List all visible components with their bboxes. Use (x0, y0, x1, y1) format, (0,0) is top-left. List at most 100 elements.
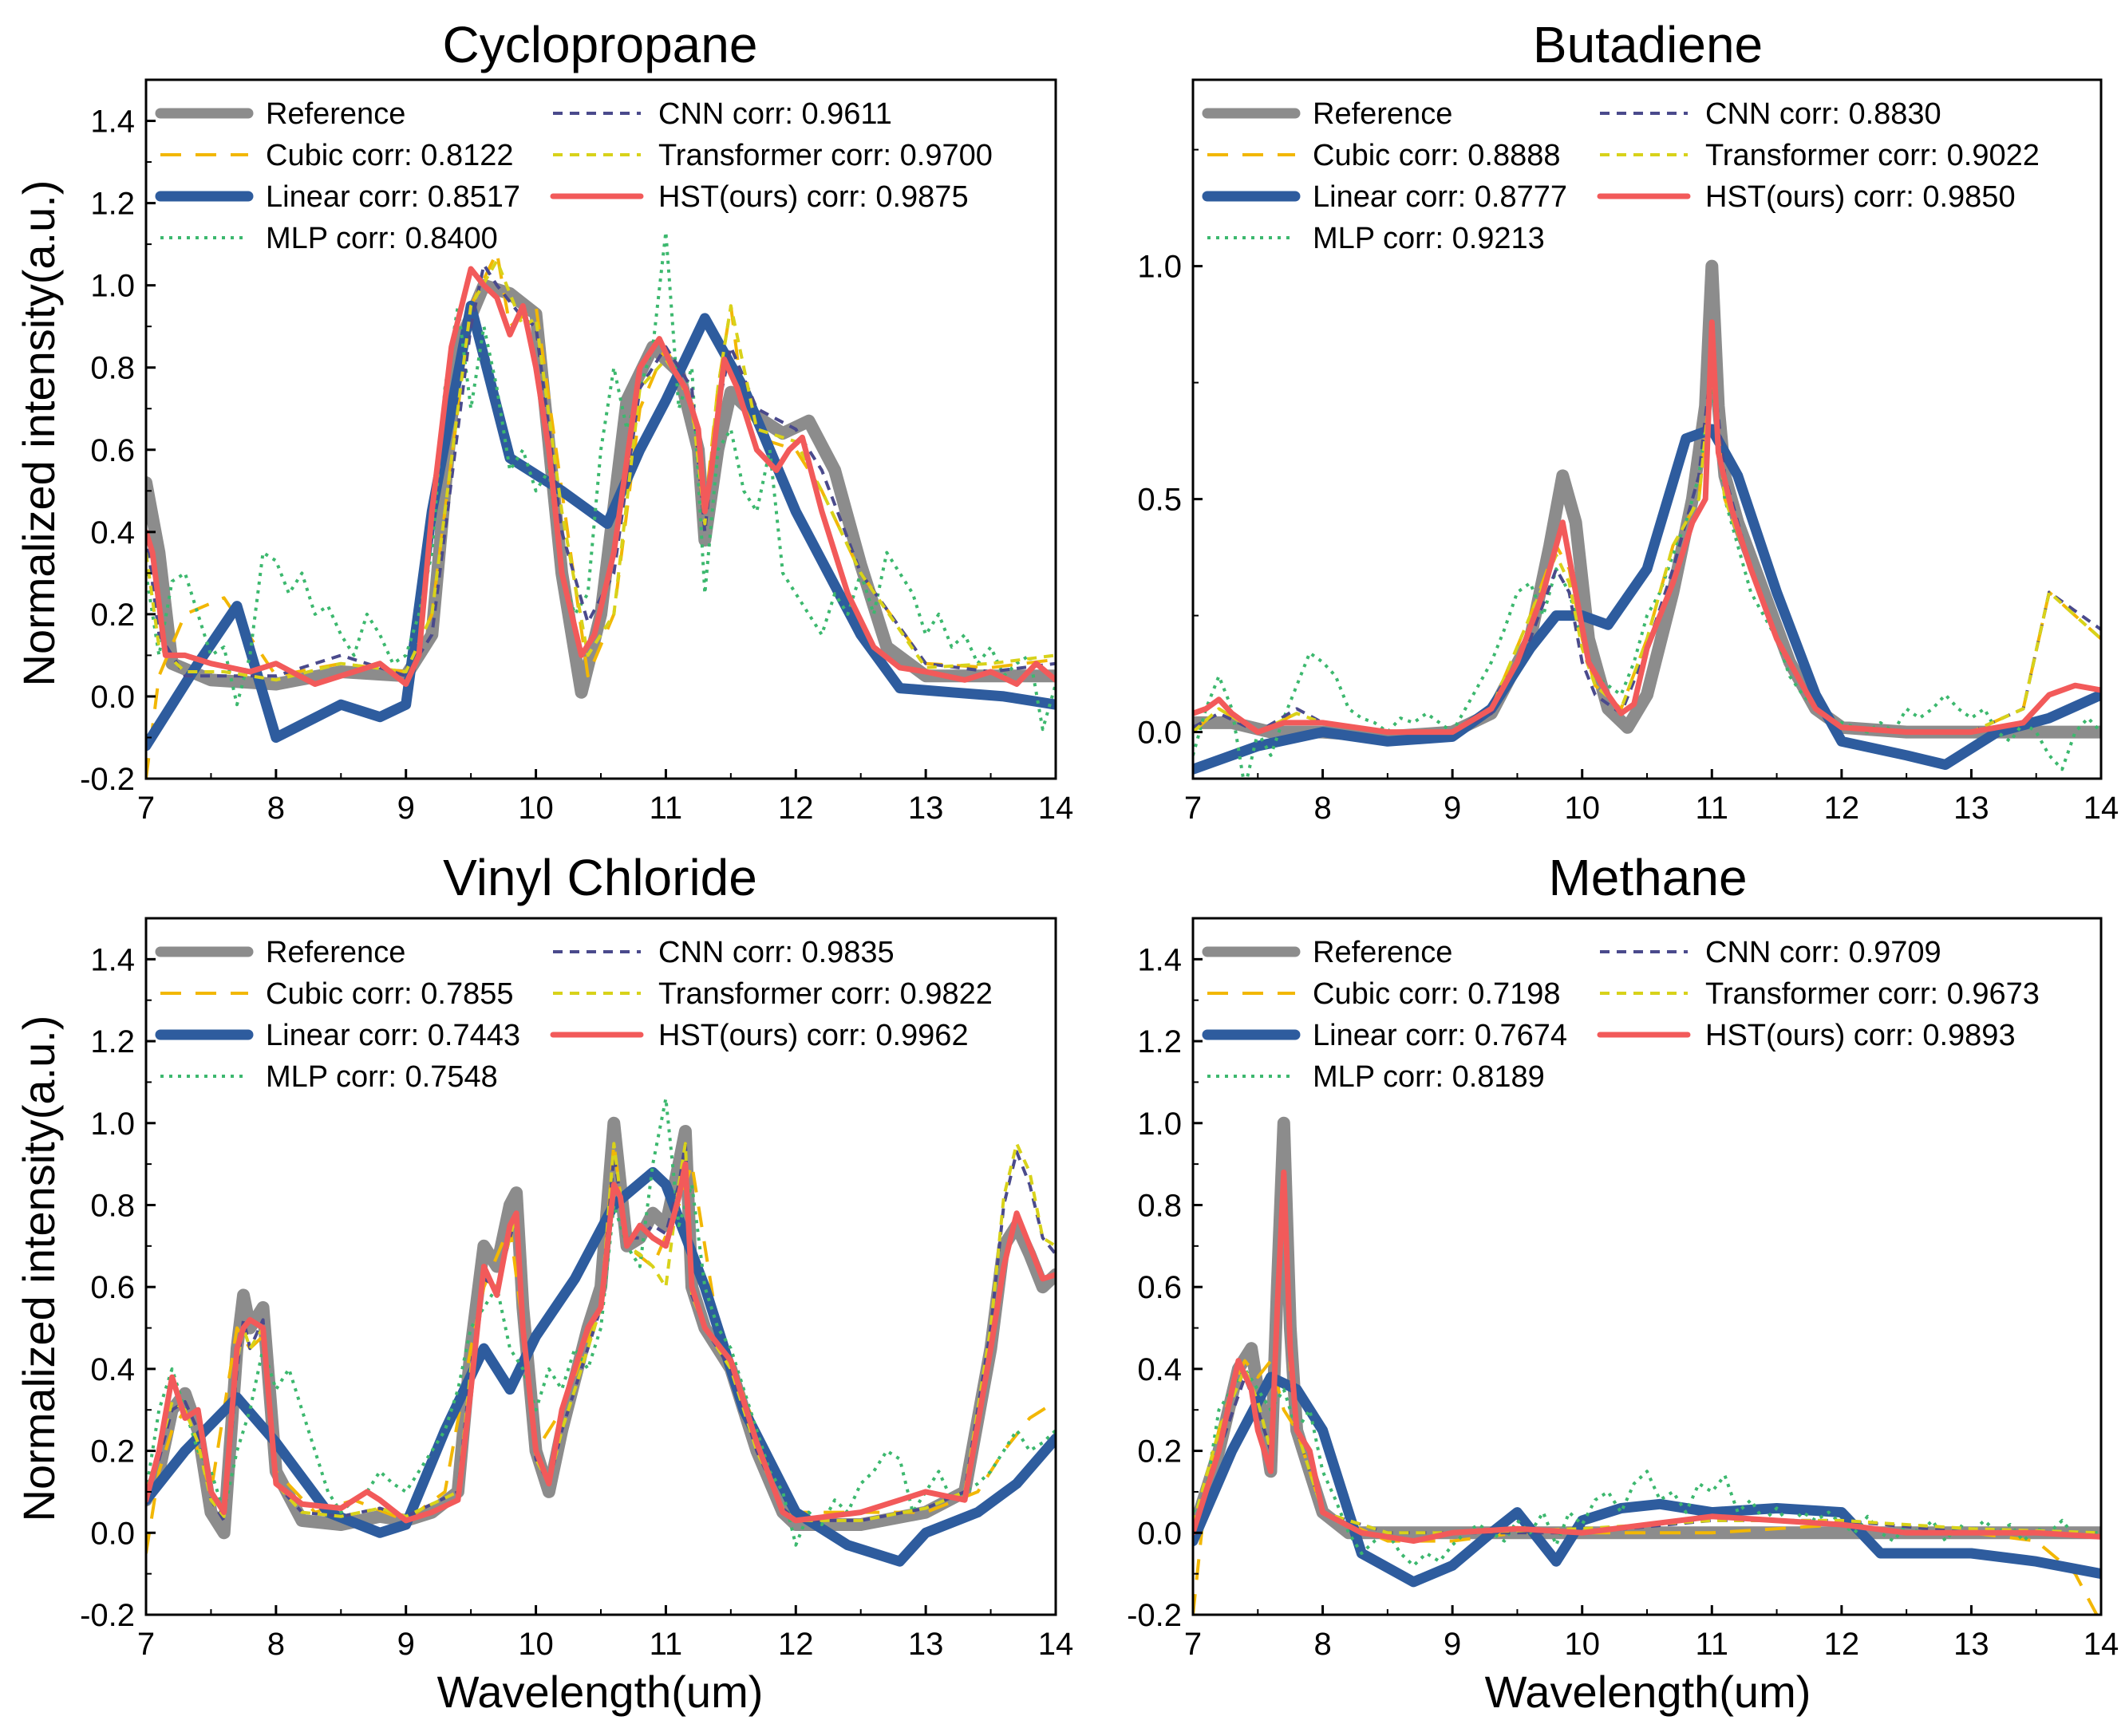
y-tick-label: 0.8 (1137, 1188, 1182, 1223)
y-tick-label: -0.2 (1127, 1598, 1182, 1633)
x-tick-label: 12 (778, 791, 814, 826)
y-tick-label: 1.0 (90, 1107, 135, 1142)
x-tick-label: 7 (137, 1627, 155, 1662)
series-group (1193, 259, 2101, 779)
legend-label: HST(ours) corr: 0.9875 (658, 180, 969, 214)
y-tick-label: 0.0 (1137, 1516, 1182, 1551)
y-tick-label: -0.2 (80, 1598, 135, 1633)
y-tick-label: 1.0 (1137, 250, 1182, 285)
y-tick-label: 1.0 (90, 269, 135, 304)
x-tick-label: 9 (397, 791, 415, 826)
series-line-reference (146, 278, 1056, 699)
y-tick-label: 0.0 (90, 1516, 135, 1551)
legend-label: Cubic corr: 0.8888 (1313, 139, 1561, 172)
legend-label: Cubic corr: 0.7198 (1313, 977, 1561, 1011)
x-tick-label: 8 (1313, 791, 1331, 826)
x-tick-label: 14 (2084, 1627, 2119, 1662)
series-group (146, 230, 1056, 779)
x-tick-label: 13 (1953, 791, 1989, 826)
legend-label: CNN corr: 0.9611 (658, 97, 892, 131)
x-tick-label: 10 (518, 791, 554, 826)
legend-label: HST(ours) corr: 0.9962 (658, 1019, 969, 1052)
legend-label: MLP corr: 0.8189 (1313, 1060, 1545, 1094)
legend-label: Linear corr: 0.8517 (266, 180, 520, 214)
y-tick-label: 0.2 (90, 1434, 135, 1470)
legend-label: Transformer corr: 0.9700 (658, 139, 993, 172)
legend-label: Transformer corr: 0.9822 (658, 977, 993, 1011)
series-line-linear (146, 1166, 1056, 1567)
x-tick-label: 12 (778, 1627, 814, 1662)
series-line-linear (1193, 1371, 2101, 1588)
legend-label: CNN corr: 0.9709 (1705, 936, 1941, 969)
y-tick-label: 0.5 (1137, 483, 1182, 518)
x-tick-label: 13 (908, 1627, 944, 1662)
y-tick-label: 0.0 (1137, 716, 1182, 751)
legend: Reference Cubic corr: 0.7855 Linear corr: … (155, 936, 993, 1094)
x-tick-label: 8 (1313, 1627, 1331, 1662)
x-tick-label: 7 (137, 791, 155, 826)
x-tick-label: 13 (908, 791, 944, 826)
y-tick-label: 0.4 (90, 1352, 135, 1387)
chart-title: Cyclopropane (443, 16, 758, 73)
x-tick-label: 14 (1038, 791, 1074, 826)
y-tick-label: 0.4 (90, 515, 135, 550)
series-line-hstours (146, 266, 1056, 687)
x-tick-label: 12 (1824, 1627, 1860, 1662)
chart-panel-1: Butadiene 7 8 9 10 11 12 13 14 0.0 0.5 1.0 Reference… (1137, 16, 2119, 826)
y-tick-label: 0.8 (90, 351, 135, 386)
legend-label: HST(ours) corr: 0.9850 (1705, 180, 2016, 214)
series-line-cubic (146, 1142, 1056, 1554)
legend-label: Linear corr: 0.8777 (1313, 180, 1567, 214)
y-tick-label: 1.2 (90, 187, 135, 222)
x-tick-label: 9 (1444, 1627, 1461, 1662)
chart-panel-3: Methane 7 8 9 10 11 12 13 14 -0.2 0.0 0.2 0.4 0.6 0.8 1… (1127, 849, 2119, 1662)
series-line-transformer (1193, 1203, 2101, 1535)
series-line-hstours (1193, 1169, 2101, 1545)
y-tick-label: 1.4 (1137, 942, 1182, 977)
x-tick-label: 10 (518, 1627, 554, 1662)
legend-label: Reference (1313, 97, 1452, 131)
y-tick-label: 0.8 (90, 1188, 135, 1223)
chart-title: Methane (1548, 849, 1747, 906)
series-group (1193, 1116, 2101, 1615)
legend-label: Transformer corr: 0.9673 (1705, 977, 2040, 1011)
x-tick-label: 10 (1564, 791, 1600, 826)
legend-label: CNN corr: 0.8830 (1705, 97, 1941, 131)
legend-label: Reference (1313, 936, 1452, 969)
x-tick-label: 7 (1184, 1627, 1202, 1662)
series-line-reference (146, 1116, 1056, 1540)
x-tick-label: 11 (650, 791, 683, 826)
y-tick-label: 1.2 (90, 1024, 135, 1059)
chart-panel-2: Vinyl Chloride 7 8 9 10 11 12 13 14 -0.2 0.0 0.2 0.4… (80, 849, 1073, 1662)
y-tick-label: -0.2 (80, 762, 135, 797)
x-tick-label: 9 (397, 1627, 415, 1662)
series-line-mlp (146, 230, 1056, 732)
x-tick-label: 8 (267, 1627, 285, 1662)
y-tick-label: 1.4 (90, 942, 135, 977)
x-tick-label: 11 (650, 1627, 683, 1662)
legend-label: Reference (266, 97, 405, 131)
chart-title: Vinyl Chloride (443, 849, 757, 906)
series-line-linear (146, 300, 1056, 752)
legend-label: Transformer corr: 0.9022 (1705, 139, 2040, 172)
y-tick-label: 1.4 (90, 105, 135, 140)
x-tick-label: 14 (1038, 1627, 1074, 1662)
y-axis-label-bottom: Normalized intensity(a.u.) (14, 1016, 64, 1522)
legend-label: HST(ours) corr: 0.9893 (1705, 1019, 2016, 1052)
x-tick-label: 11 (1696, 1627, 1729, 1662)
legend-label: CNN corr: 0.9835 (658, 936, 895, 969)
x-tick-label: 14 (2084, 791, 2119, 826)
legend-label: Cubic corr: 0.7855 (266, 977, 514, 1011)
series-line-hstours (146, 1161, 1056, 1524)
y-tick-label: 1.2 (1137, 1024, 1182, 1059)
y-tick-label: 0.6 (1137, 1270, 1182, 1305)
series-line-transformer (146, 258, 1056, 682)
series-line-mlp (1193, 381, 2101, 779)
legend: Reference Cubic corr: 0.7198 Linear corr: … (1202, 936, 2040, 1094)
legend-label: MLP corr: 0.9213 (1313, 222, 1545, 255)
x-tick-label: 8 (267, 791, 285, 826)
x-tick-label: 9 (1444, 791, 1461, 826)
chart-title: Butadiene (1533, 16, 1763, 73)
y-axis-label-top: Normalized intensity(a.u.) (14, 180, 64, 687)
